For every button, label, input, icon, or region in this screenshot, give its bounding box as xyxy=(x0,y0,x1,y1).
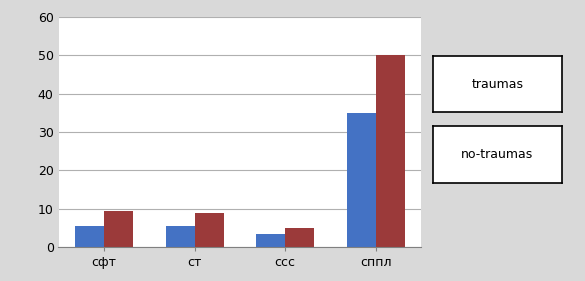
Bar xyxy=(256,234,285,247)
Bar xyxy=(75,226,104,247)
Bar xyxy=(376,55,405,247)
Bar xyxy=(166,226,195,247)
Text: no-traumas: no-traumas xyxy=(461,148,534,161)
Bar xyxy=(285,228,314,247)
Bar xyxy=(347,113,376,247)
Bar xyxy=(104,211,133,247)
Text: traumas: traumas xyxy=(472,78,523,91)
Bar xyxy=(195,213,223,247)
